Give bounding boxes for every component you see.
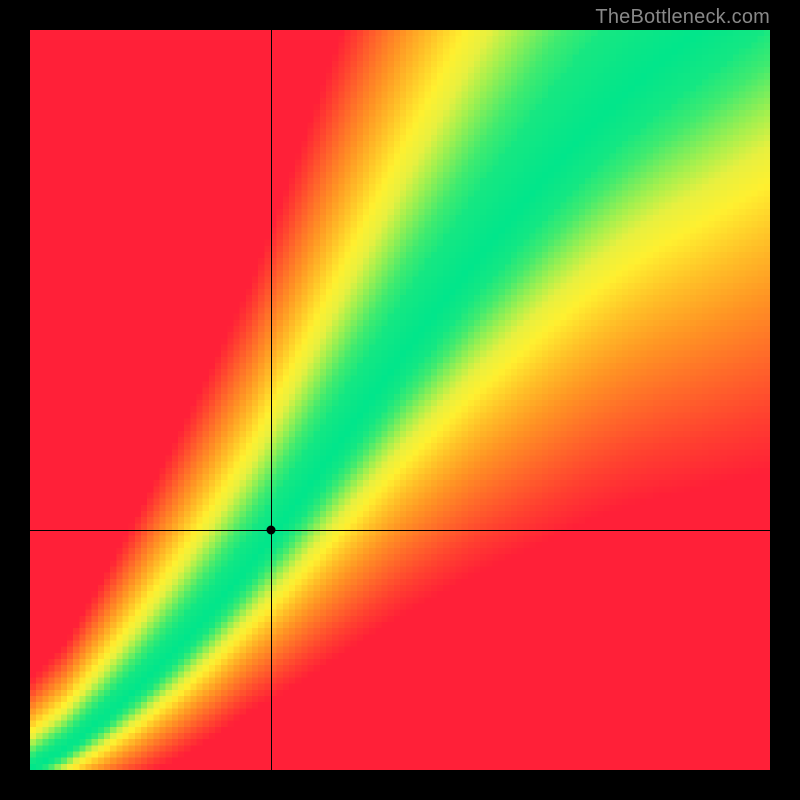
watermark: TheBottleneck.com (595, 6, 770, 29)
crosshair-horizontal (30, 530, 770, 531)
crosshair-vertical (271, 30, 272, 770)
heatmap-plot (30, 30, 770, 770)
heatmap-canvas (30, 30, 770, 770)
crosshair-marker (266, 525, 275, 534)
